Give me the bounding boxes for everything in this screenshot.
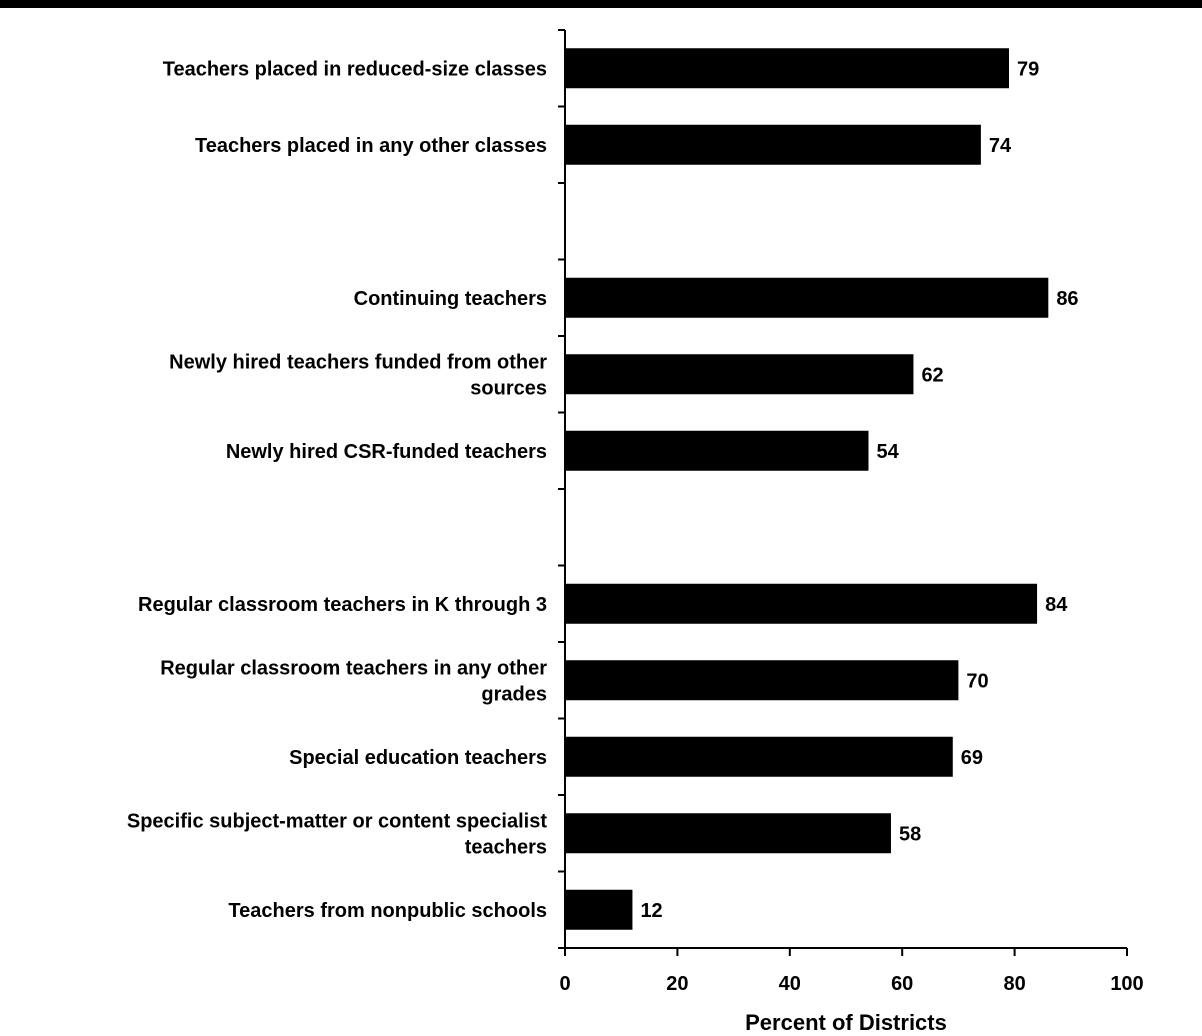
category-label: Specific subject-matter or content speci… [127, 810, 547, 832]
category-label: grades [481, 683, 547, 705]
category-label: teachers [465, 836, 547, 858]
bar [565, 583, 1038, 624]
bar [565, 124, 981, 165]
bar [565, 660, 959, 701]
chart-bars [565, 48, 1049, 930]
bar-value-label: 62 [921, 364, 943, 386]
category-label: Regular classroom teachers in any other [160, 657, 547, 679]
category-label: Newly hired teachers funded from other [169, 351, 547, 373]
category-label: Teachers from nonpublic schools [228, 900, 547, 922]
x-tick-label: 100 [1110, 973, 1143, 995]
bar-value-label: 54 [876, 441, 899, 463]
bar-value-label: 58 [899, 823, 921, 845]
x-tick-label: 20 [666, 973, 688, 995]
bar-value-label: 70 [966, 670, 988, 692]
category-label: Teachers placed in reduced-size classes [163, 58, 547, 80]
x-tick-label: 60 [891, 973, 913, 995]
bar-value-label: 86 [1056, 288, 1078, 310]
bar-value-label: 12 [640, 900, 662, 922]
bar [565, 354, 914, 395]
chart-axes: 0 20 40 60 80 100 [558, 29, 1144, 995]
chart-labels: 79 Teachers placed in reduced-size classe… [127, 58, 1079, 922]
x-tick-label: 80 [1003, 973, 1025, 995]
category-label: Continuing teachers [354, 288, 547, 310]
bar [565, 889, 633, 930]
category-label: Newly hired CSR-funded teachers [226, 441, 547, 463]
category-label: Teachers placed in any other classes [195, 135, 547, 157]
bar [565, 430, 869, 471]
category-label: Special education teachers [289, 747, 547, 769]
bar-value-label: 69 [961, 747, 983, 769]
bar [565, 813, 891, 854]
top-rule [0, 0, 1202, 8]
category-label: sources [470, 377, 547, 399]
bar [565, 736, 953, 777]
bar [565, 277, 1049, 318]
bar [565, 48, 1009, 89]
bar-value-label: 79 [1017, 58, 1039, 80]
x-tick-label: 0 [559, 973, 570, 995]
bar-value-label: 74 [989, 135, 1012, 157]
x-tick-label: 40 [779, 973, 801, 995]
x-axis-title: Percent of Districts [745, 1010, 947, 1035]
category-label: Regular classroom teachers in K through … [138, 594, 547, 616]
bar-value-label: 84 [1045, 594, 1068, 616]
